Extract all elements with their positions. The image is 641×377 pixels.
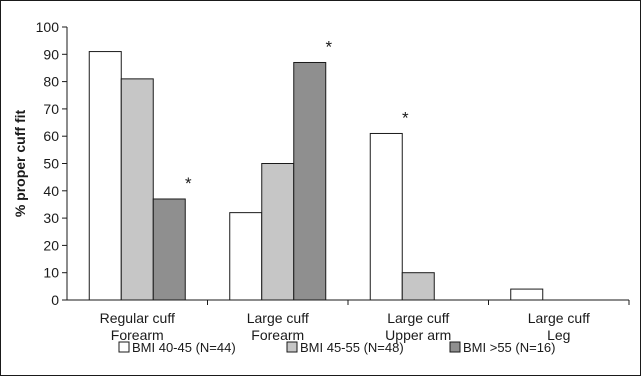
legend-swatch [286, 341, 298, 353]
y-tick-label: 70 [43, 101, 59, 117]
y-tick-label: 0 [51, 292, 59, 308]
x-category-label: Large cuff [247, 310, 309, 326]
x-category-label: Regular cuff [100, 310, 175, 326]
bar [261, 163, 295, 301]
y-tick-label: 10 [43, 265, 59, 281]
bar [229, 212, 263, 301]
bars [88, 51, 544, 301]
x-category-label: Large cuff [387, 310, 449, 326]
y-axis-title: % proper cuff fit [12, 110, 28, 218]
bar [369, 132, 403, 301]
legend-label: BMI 45-55 (N=48) [300, 340, 404, 355]
y-tick-label: 50 [43, 156, 59, 172]
significance-marker: * [402, 108, 409, 127]
significance-marker: * [185, 174, 192, 193]
bar [510, 288, 544, 301]
legend: BMI 40-45 (N=44) BMI 45-55 (N=48) BMI >55 … [118, 340, 556, 355]
bar [88, 51, 122, 301]
x-category-label: Forearm [111, 327, 164, 343]
y-tick-label: 100 [36, 19, 60, 35]
legend-swatch [449, 341, 461, 353]
bar [152, 198, 186, 301]
significance-marker: * [325, 37, 332, 56]
x-category-label: Forearm [251, 327, 304, 343]
bar [120, 78, 154, 301]
x-category-label: Leg [547, 327, 570, 343]
bar [293, 61, 327, 301]
y-tick-label: 20 [43, 237, 59, 253]
legend-swatch [118, 341, 130, 353]
y-tick-label: 40 [43, 183, 59, 199]
bar [401, 272, 435, 301]
legend-label: BMI >55 (N=16) [463, 340, 556, 355]
legend-label: BMI 40-45 (N=44) [132, 340, 236, 355]
y-axis-label: % proper cuff fit [12, 110, 28, 218]
x-category-label: Large cuff [528, 310, 590, 326]
annotations: * * * [185, 37, 409, 193]
y-axis: 0 10 20 30 40 50 60 70 80 90 100 [36, 19, 68, 308]
y-tick-label: 30 [43, 210, 59, 226]
x-category-label: Upper arm [385, 327, 451, 343]
y-tick-label: 60 [43, 128, 59, 144]
y-tick-label: 80 [43, 74, 59, 90]
y-tick-label: 90 [43, 46, 59, 62]
